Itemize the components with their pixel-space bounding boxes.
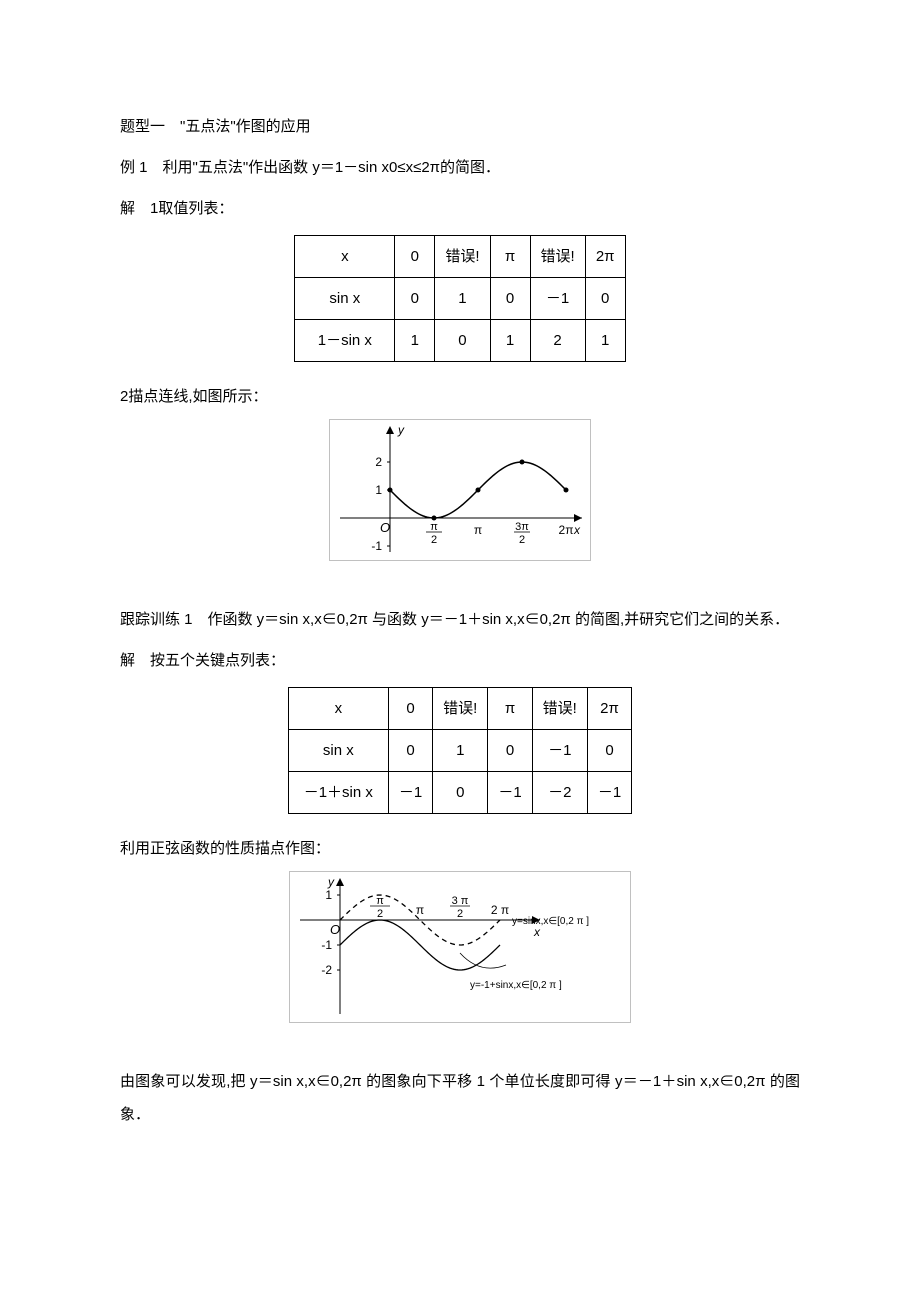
table-1: x 0 错误! π 错误! 2π sin x 0 1 0 －1 0 1－sin … — [294, 235, 625, 362]
chart-1-svg: 21-1π2π3π22πOxy — [330, 420, 590, 560]
svg-text:π: π — [430, 521, 438, 533]
step-1b-label: 解 按五个关键点列表： — [120, 644, 800, 677]
svg-text:2 π: 2 π — [491, 903, 509, 917]
cell: 0 — [395, 278, 435, 320]
cell: π — [488, 688, 532, 730]
cell: 0 — [585, 278, 625, 320]
cell: 0 — [395, 236, 435, 278]
svg-text:y=sinx,x∈[0,2 π ]: y=sinx,x∈[0,2 π ] — [512, 916, 589, 927]
cell: 1 — [490, 320, 530, 362]
svg-text:1: 1 — [325, 888, 332, 902]
svg-text:y=-1+sinx,x∈[0,2 π ]: y=-1+sinx,x∈[0,2 π ] — [470, 980, 562, 991]
step-2b-label: 利用正弦函数的性质描点作图： — [120, 832, 800, 865]
cell: x — [288, 688, 388, 730]
table-row: sin x 0 1 0 －1 0 — [295, 278, 625, 320]
svg-text:π: π — [474, 523, 482, 537]
svg-text:2: 2 — [431, 534, 437, 546]
table-2: x 0 错误! π 错误! 2π sin x 0 1 0 －1 0 －1＋sin… — [288, 687, 632, 814]
chart-2-border: 1-1-2π2π3 π22 πOxyy=sinx,x∈[0,2 π ]y=-1+… — [289, 871, 631, 1023]
cell: sin x — [295, 278, 395, 320]
svg-text:O: O — [330, 922, 340, 937]
svg-text:π: π — [416, 903, 424, 917]
cell: －1 — [532, 730, 587, 772]
step-2-label: 2描点连线,如图所示： — [120, 380, 800, 413]
chart-2-svg: 1-1-2π2π3 π22 πOxyy=sinx,x∈[0,2 π ]y=-1+… — [290, 872, 630, 1022]
cell: 1－sin x — [295, 320, 395, 362]
cell: 1 — [433, 730, 488, 772]
svg-text:2π: 2π — [559, 523, 574, 537]
svg-text:x: x — [573, 523, 581, 537]
cell: 错误! — [435, 236, 490, 278]
cell: π — [490, 236, 530, 278]
svg-text:2: 2 — [519, 534, 525, 546]
cell: 错误! — [433, 688, 488, 730]
cell: 1 — [395, 320, 435, 362]
cell: －1＋sin x — [288, 772, 388, 814]
cell: 错误! — [532, 688, 587, 730]
cell: 0 — [388, 730, 432, 772]
svg-text:x: x — [533, 925, 541, 939]
section-title: 题型一 "五点法"作图的应用 — [120, 110, 800, 143]
cell: sin x — [288, 730, 388, 772]
svg-text:3π: 3π — [515, 521, 529, 533]
cell: －1 — [587, 772, 631, 814]
cell: 0 — [587, 730, 631, 772]
cell: x — [295, 236, 395, 278]
step-1-label: 解 1取值列表： — [120, 192, 800, 225]
svg-text:-1: -1 — [371, 539, 382, 553]
conclusion: 由图象可以发现,把 y＝sin x,x∈0,2π 的图象向下平移 1 个单位长度… — [120, 1065, 800, 1131]
svg-text:3 π: 3 π — [452, 895, 469, 907]
cell: 2π — [587, 688, 631, 730]
cell: －1 — [530, 278, 585, 320]
followup-label: 跟踪训练 1 作函数 y＝sin x,x∈0,2π 与函数 y＝－1＋sin x… — [120, 603, 800, 636]
cell: 1 — [435, 278, 490, 320]
svg-text:2: 2 — [377, 908, 383, 920]
example-1-label: 例 1 利用"五点法"作出函数 y＝1－sin x0≤x≤2π的简图． — [120, 151, 800, 184]
cell: 0 — [433, 772, 488, 814]
chart-1-border: 21-1π2π3π22πOxy — [329, 419, 591, 561]
table-row: x 0 错误! π 错误! 2π — [288, 688, 631, 730]
cell: －1 — [488, 772, 532, 814]
chart-2-wrap: 1-1-2π2π3 π22 πOxyy=sinx,x∈[0,2 π ]y=-1+… — [120, 871, 800, 1035]
table-row: －1＋sin x －1 0 －1 －2 －1 — [288, 772, 631, 814]
table-row: x 0 错误! π 错误! 2π — [295, 236, 625, 278]
cell: 0 — [388, 688, 432, 730]
svg-text:y: y — [327, 875, 335, 889]
cell: 0 — [488, 730, 532, 772]
svg-text:y: y — [397, 423, 405, 437]
svg-text:π: π — [376, 895, 384, 907]
svg-text:1: 1 — [375, 483, 382, 497]
cell: －2 — [532, 772, 587, 814]
svg-text:-2: -2 — [321, 963, 332, 977]
cell: 1 — [585, 320, 625, 362]
cell: －1 — [388, 772, 432, 814]
svg-text:2: 2 — [375, 455, 382, 469]
cell: 2π — [585, 236, 625, 278]
table-row: 1－sin x 1 0 1 2 1 — [295, 320, 625, 362]
cell: 0 — [490, 278, 530, 320]
svg-text:-1: -1 — [321, 938, 332, 952]
chart-1-wrap: 21-1π2π3π22πOxy — [120, 419, 800, 573]
svg-text:O: O — [380, 520, 390, 535]
svg-text:2: 2 — [457, 908, 463, 920]
cell: 2 — [530, 320, 585, 362]
table-row: sin x 0 1 0 －1 0 — [288, 730, 631, 772]
cell: 错误! — [530, 236, 585, 278]
cell: 0 — [435, 320, 490, 362]
